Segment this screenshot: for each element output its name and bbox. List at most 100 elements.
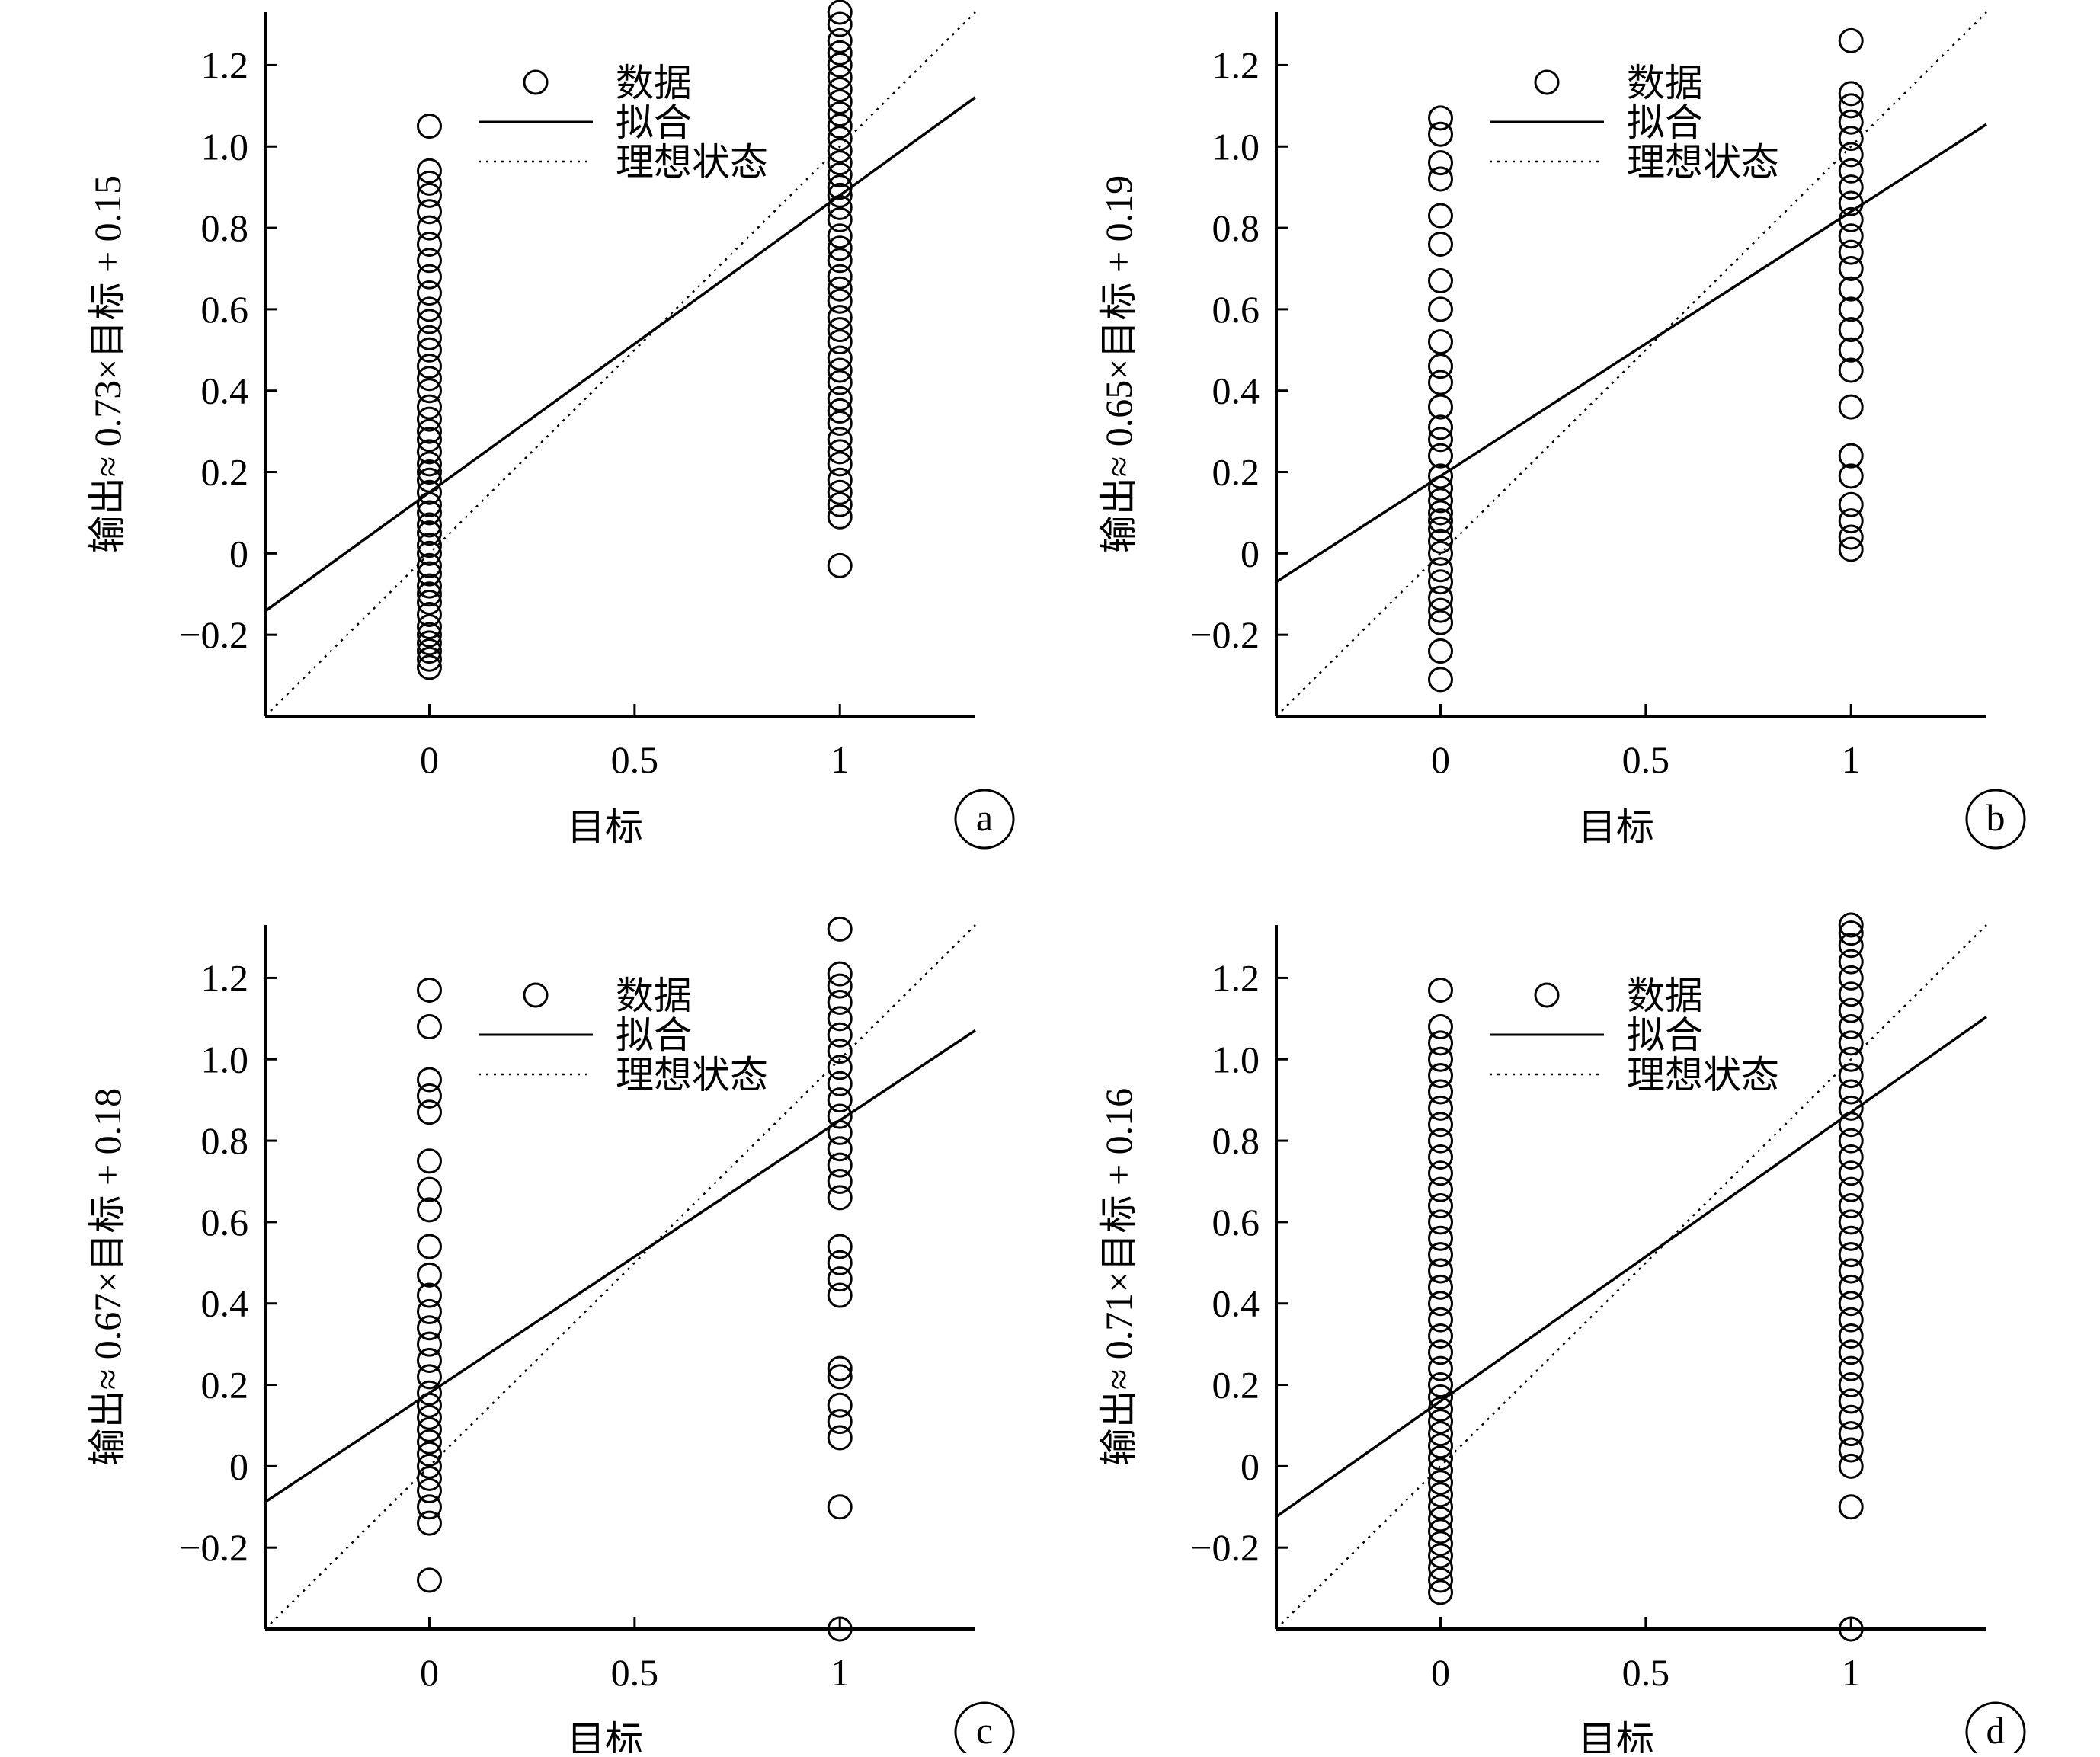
x-tick-label: 1 [831,1651,850,1694]
data-point [1427,1433,1453,1459]
data-point [827,1119,853,1145]
data-point [1838,206,1864,232]
data-point [1838,1355,1864,1381]
panel-badge-label: c [976,1709,993,1752]
data-point [1427,1579,1453,1605]
data-point [1838,1404,1864,1430]
data-point [1838,276,1864,302]
data-point [416,451,442,477]
data-point [1838,1225,1864,1251]
y-axis-label: 输出≈ 0.65×目标 + 0.19 [1097,175,1140,553]
data-point [827,52,853,78]
data-point [1427,597,1453,623]
data-point [416,1148,442,1174]
data-point [1427,1307,1453,1333]
y-tick-label: 0.2 [1212,1364,1260,1407]
data-point [827,1355,853,1381]
data-point [1427,296,1453,322]
data-point [1838,1421,1864,1447]
data-point [416,427,442,453]
data-point [827,288,853,314]
data-point [416,1429,442,1455]
data-point [1427,1482,1453,1508]
legend-data-marker [523,982,549,1008]
fit-line [1275,1016,1988,1519]
data-point [1427,105,1453,131]
y-tick-label: −0.2 [179,613,248,656]
data-point [827,1022,853,1048]
data-point [1427,1519,1453,1544]
data-point [416,1014,442,1040]
data-point [827,150,853,176]
data-point [1427,1543,1453,1569]
data-point [1427,1014,1453,1040]
data-point [827,206,853,232]
data-point [1838,1274,1864,1300]
data-point [1427,1372,1453,1398]
data-point [827,174,853,200]
data-point [1838,1209,1864,1235]
data-point [1838,1160,1864,1186]
data-point [416,491,442,517]
y-tick-label: 0.2 [1212,451,1260,494]
data-point [827,427,853,453]
data-point [1427,1274,1453,1300]
data-point [827,182,853,208]
data-point [416,1567,442,1593]
data-point [1427,1258,1453,1284]
data-point [416,540,442,566]
y-axis-label: 输出≈ 0.73×目标 + 0.15 [86,175,129,553]
data-point [827,64,853,90]
data-point [1427,475,1453,501]
data-point [827,1152,853,1178]
data-point [827,1409,853,1435]
data-point [1427,557,1453,583]
legend-fit-label: 拟合 [1627,1014,1703,1057]
data-point [416,248,442,274]
data-point [416,1331,442,1357]
data-point [827,329,853,355]
data-point [827,1494,853,1520]
x-tick-label: 0.5 [1622,738,1670,781]
y-tick-label: 0.6 [1212,288,1260,331]
data-point [1838,93,1864,119]
fit-line [264,96,977,613]
y-tick-label: 0 [229,532,248,574]
data-point [416,1453,442,1479]
data-point [1427,354,1453,379]
data-point [1838,1258,1864,1284]
data-point [1838,1494,1864,1520]
data-point [1427,1384,1453,1410]
data-point [1427,516,1453,542]
data-point [827,1282,853,1308]
data-point [827,467,853,493]
data-point [416,296,442,322]
data-point [416,231,442,257]
data-point [827,114,853,139]
data-point [416,613,442,639]
data-point [827,398,853,424]
data-point [416,394,442,420]
data-point [416,309,442,334]
data-point [827,317,853,343]
data-point [416,1262,442,1288]
data-point [1427,500,1453,526]
data-point [827,410,853,436]
data-point [416,573,442,599]
data-point [1838,296,1864,322]
x-tick-label: 0 [1431,1651,1450,1694]
data-point [416,170,442,196]
data-point [1838,1453,1864,1479]
data-point [1427,488,1453,514]
data-point [1838,1014,1864,1040]
y-tick-label: 0 [229,1445,248,1487]
data-point [827,451,853,477]
data-point [416,654,442,680]
data-point [416,1510,442,1536]
data-point [827,126,853,152]
panel-badge-label: b [1986,796,2006,839]
data-point [1838,949,1864,975]
x-axis-label: 目标 [567,1719,643,1753]
y-tick-label: 1.0 [201,125,249,168]
